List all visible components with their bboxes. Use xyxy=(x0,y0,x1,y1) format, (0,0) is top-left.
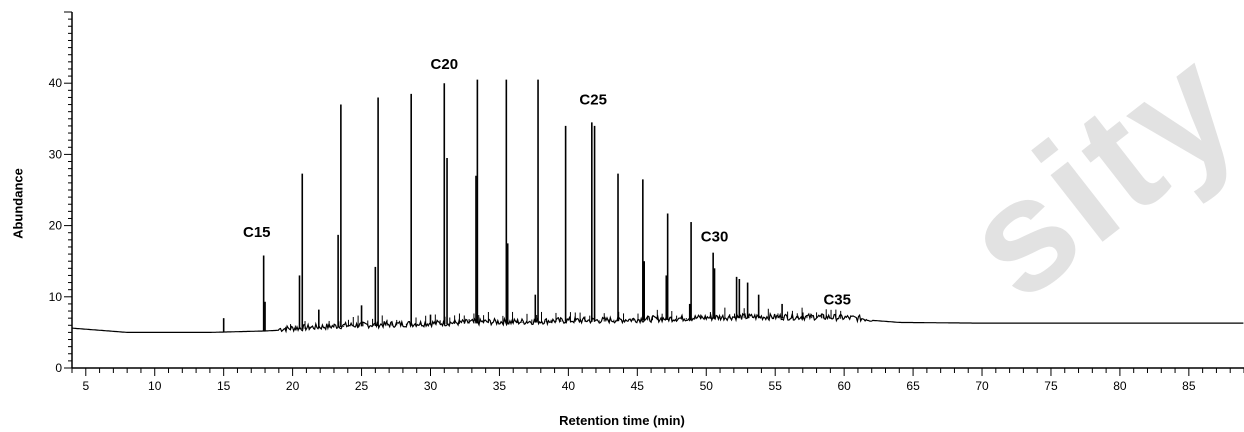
x-tick-label: 10 xyxy=(148,379,162,393)
tick-labels: 0 10 20 30 40 5 10 15 20 25 30 35 40 45 50 55 60 65 70 75 80… xyxy=(49,76,1196,393)
peak-annotations: C15 C20 C25 C30 C35 xyxy=(243,56,851,309)
x-tick-label: 80 xyxy=(1113,379,1127,393)
x-tick-label: 50 xyxy=(700,379,714,393)
y-tick-label: 30 xyxy=(49,147,63,161)
x-tick-label: 85 xyxy=(1182,379,1196,393)
chromatogram-trace xyxy=(71,79,1244,334)
peak-annotation: C15 xyxy=(243,224,271,241)
y-tick-label: 10 xyxy=(49,290,63,304)
peak-annotation: C25 xyxy=(579,92,607,109)
x-tick-label: 60 xyxy=(837,379,851,393)
x-tick-label: 30 xyxy=(424,379,438,393)
x-tick-label: 5 xyxy=(82,379,89,393)
x-tick-label: 20 xyxy=(286,379,300,393)
y-tick-label: 0 xyxy=(55,361,62,375)
peak-annotation: C35 xyxy=(823,292,851,309)
y-axis-label: Abundance xyxy=(10,168,26,239)
peak-annotation: C20 xyxy=(431,56,459,73)
tick-marks xyxy=(64,11,1244,376)
x-axis-label: Retention time (min) xyxy=(559,413,685,428)
x-tick-label: 40 xyxy=(562,379,576,393)
x-tick-label: 35 xyxy=(493,379,507,393)
x-tick-label: 55 xyxy=(769,379,783,393)
x-tick-label: 45 xyxy=(631,379,645,393)
y-tick-label: 20 xyxy=(49,219,63,233)
x-tick-label: 15 xyxy=(217,379,231,393)
x-tick-label: 70 xyxy=(975,379,989,393)
y-tick-label: 40 xyxy=(49,76,63,90)
x-tick-label: 65 xyxy=(906,379,920,393)
peak-annotation: C30 xyxy=(701,228,729,245)
x-tick-label: 75 xyxy=(1044,379,1058,393)
x-tick-label: 25 xyxy=(355,379,369,393)
